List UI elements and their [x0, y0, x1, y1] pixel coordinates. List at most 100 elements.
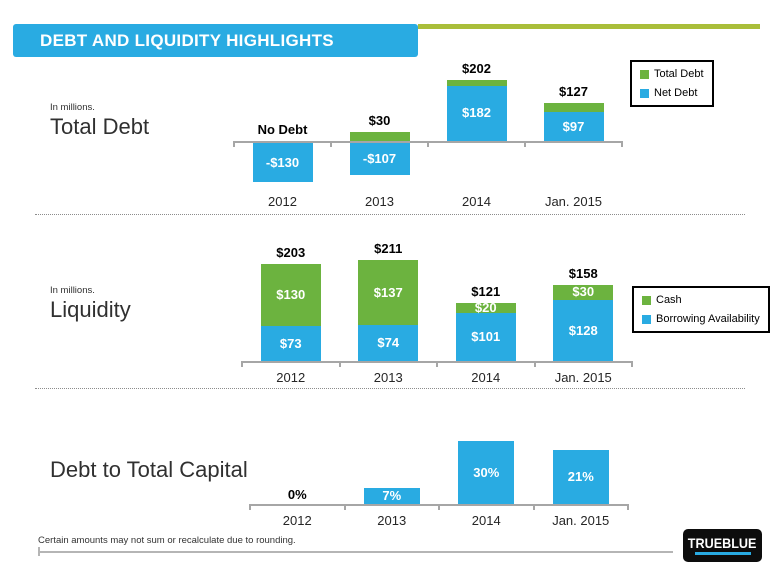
x-axis-tick: [241, 361, 243, 367]
bar-value-label: $74: [377, 335, 400, 351]
bar-value-label: 30%: [473, 465, 500, 480]
cash-bar-2014: [455, 302, 516, 313]
cash-swatch-icon: [642, 295, 651, 305]
bar-value-label: $20: [474, 299, 497, 315]
borrowing-availability-bar-2014: [455, 312, 516, 361]
header-banner: DEBT AND LIQUIDITY HIGHLIGHTS: [13, 24, 418, 57]
net-debt-swatch-icon: [640, 88, 649, 98]
borrowing-availability-bar-jan-2015: [553, 299, 614, 361]
x-axis-tick: [438, 504, 440, 510]
category-label-2014: 2014: [471, 370, 501, 385]
bar-value-label: $101: [471, 328, 501, 344]
borrowing-availability-swatch-icon: [642, 314, 651, 324]
bar-value-label: 21%: [567, 469, 594, 484]
footer-line-tick: [38, 547, 40, 556]
debt-to-total-capital-bar-jan-2015: [552, 450, 609, 504]
bar-value-label: -$130: [265, 155, 300, 170]
net-debt-bar-2013: [349, 143, 410, 176]
category-label-jan-2015: Jan. 2015: [552, 513, 610, 528]
net-debt-bar-jan-2015: [543, 111, 604, 141]
x-axis-tick: [631, 361, 633, 367]
borrowing-availability-bar-2013: [358, 325, 419, 361]
bar-value-label: $137: [373, 284, 403, 300]
liquidity-title: Liquidity: [50, 297, 131, 322]
x-axis-tick: [532, 504, 535, 510]
x-axis-tick: [627, 504, 629, 510]
x-axis-tick: [343, 504, 346, 510]
category-label-2012: 2012: [276, 370, 306, 385]
cash-bar-2012: [260, 263, 321, 326]
x-axis-tick: [330, 141, 332, 147]
footer-note: Certain amounts may not sum or recalcula…: [38, 535, 296, 546]
bar-value-label: $73: [279, 335, 302, 351]
category-label-2012: 2012: [268, 194, 297, 209]
trueblue-logo-text: TRUEBLUE: [688, 535, 757, 551]
bar-total-label: $211: [374, 240, 403, 256]
total-debt-bar-jan-2015: [543, 102, 604, 112]
total-debt-swatch-icon: [640, 69, 649, 79]
bar-value-label: $182: [462, 105, 491, 121]
legend: Total Debt Net Debt: [630, 60, 714, 107]
net-debt-bar-2014: [446, 86, 507, 141]
trueblue-logo-underline: [694, 552, 751, 555]
legend-label-total-debt: Total Debt: [654, 68, 704, 80]
total-debt-bar-2014: [446, 80, 507, 87]
category-label-2013: 2013: [377, 513, 407, 528]
debt-to-total-capital-bar-2014: [458, 441, 515, 504]
borrowing-availability-bar-2012: [260, 325, 321, 361]
x-axis-tick: [427, 141, 429, 147]
legend: Cash Borrowing Availability: [632, 286, 770, 333]
bar-value-label: $128: [568, 322, 598, 338]
bar-value-label: $30: [572, 284, 595, 300]
cash-bar-jan-2015: [553, 285, 614, 300]
bar-value-label: 0%: [287, 487, 307, 502]
category-label-2013: 2013: [373, 370, 403, 385]
legend-item-cash: Cash: [642, 294, 760, 306]
bar-total-label: $30: [368, 113, 391, 128]
footer-line: [38, 551, 673, 553]
x-axis-tick: [249, 504, 251, 510]
debt-to-total-capital-section-label: Debt to Total Capital: [50, 457, 248, 482]
bar-value-label: 7%: [382, 488, 402, 503]
page-title: DEBT AND LIQUIDITY HIGHLIGHTS: [40, 30, 334, 50]
total-debt-title: Total Debt: [50, 114, 150, 139]
bar-total-label: $121: [471, 283, 501, 299]
x-axis-tick: [233, 141, 235, 147]
debt-to-total-capital-bar-2013: [363, 488, 420, 504]
x-axis-tick: [524, 141, 526, 147]
bar-total-label: $202: [462, 61, 491, 77]
category-label-2014: 2014: [471, 513, 501, 528]
separator-line-2: [35, 388, 745, 389]
trueblue-logo: TRUEBLUE: [683, 529, 762, 562]
bar-value-label: $130: [276, 286, 306, 302]
category-label-2012: 2012: [282, 513, 312, 528]
total-debt-units-label: In millions.: [50, 102, 95, 113]
total-debt-bar-2013: [349, 132, 410, 141]
x-axis-tick: [533, 361, 536, 367]
net-debt-bar-2012: [252, 143, 313, 182]
header-accent-line: [418, 24, 760, 29]
legend-label-net-debt: Net Debt: [654, 87, 698, 99]
bar-total-label: No Debt: [257, 122, 308, 137]
total-debt-section-label: In millions. Total Debt: [50, 102, 149, 139]
x-axis-tick: [436, 361, 438, 367]
bar-value-label: $97: [562, 118, 585, 134]
x-axis-tick: [621, 141, 623, 147]
x-axis-tick: [338, 361, 341, 367]
bar-total-label: $127: [559, 83, 588, 99]
legend-item-borrowing-availability: Borrowing Availability: [642, 313, 760, 325]
liquidity-units-label: In millions.: [50, 285, 95, 296]
bar-total-label: $158: [568, 266, 598, 282]
category-label-2013: 2013: [365, 194, 394, 209]
separator-line-1: [35, 214, 745, 215]
cash-bar-2013: [358, 259, 419, 326]
category-label-2014: 2014: [462, 194, 491, 209]
legend-item-total-debt: Total Debt: [640, 68, 704, 80]
category-label-jan-2015: Jan. 2015: [554, 370, 612, 385]
liquidity-section-label: In millions. Liquidity: [50, 285, 131, 322]
legend-item-net-debt: Net Debt: [640, 87, 704, 99]
